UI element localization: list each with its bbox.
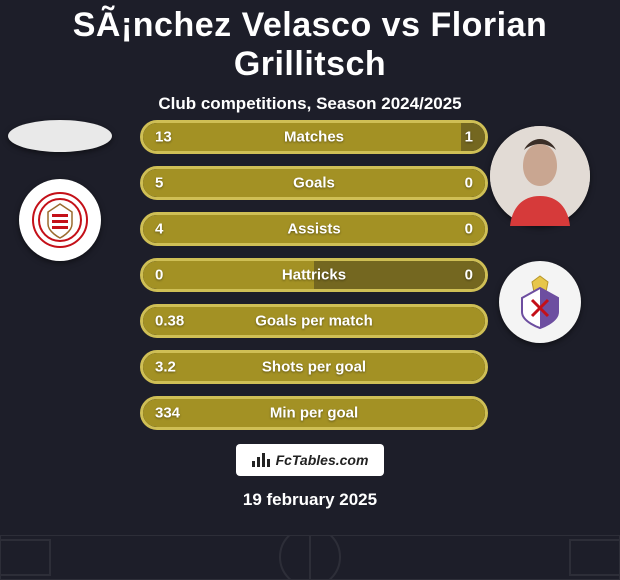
- stat-label: Hattricks: [143, 267, 485, 284]
- footer-brand-text: FcTables.com: [276, 452, 369, 468]
- comparison-card: SÃ¡nchez Velasco vs Florian Grillitsch C…: [0, 0, 620, 580]
- club-left-badge: [19, 179, 101, 261]
- club-shield-icon: [32, 192, 88, 248]
- stat-label: Goals: [143, 175, 485, 192]
- stat-bar: 3.2Shots per goal: [140, 350, 488, 384]
- stat-bar-list: 131Matches 50Goals 40Assists 00Hattricks 0.3…: [140, 120, 488, 442]
- stat-label: Shots per goal: [143, 359, 485, 376]
- page-subtitle: Club competitions, Season 2024/2025: [0, 94, 620, 114]
- player-right-avatar: [490, 126, 590, 226]
- stat-bar: 334Min per goal: [140, 396, 488, 430]
- stat-label: Matches: [143, 129, 485, 146]
- stat-bar: 131Matches: [140, 120, 488, 154]
- player-left-avatar: [8, 120, 112, 152]
- stat-bar: 50Goals: [140, 166, 488, 200]
- stat-bar: 00Hattricks: [140, 258, 488, 292]
- avatar-silhouette-icon: [490, 126, 590, 226]
- stat-bar: 0.38Goals per match: [140, 304, 488, 338]
- stat-label: Goals per match: [143, 313, 485, 330]
- stat-bar: 40Assists: [140, 212, 488, 246]
- pitch-lines-decor: [0, 535, 620, 580]
- footer-date: 19 february 2025: [0, 490, 620, 510]
- bar-chart-icon: [252, 453, 270, 467]
- page-title: SÃ¡nchez Velasco vs Florian Grillitsch: [0, 0, 620, 84]
- club-crest-icon: [508, 270, 572, 334]
- club-right-badge: [499, 261, 581, 343]
- footer-logo: FcTables.com: [236, 444, 384, 476]
- stat-label: Min per goal: [143, 405, 485, 422]
- stat-label: Assists: [143, 221, 485, 238]
